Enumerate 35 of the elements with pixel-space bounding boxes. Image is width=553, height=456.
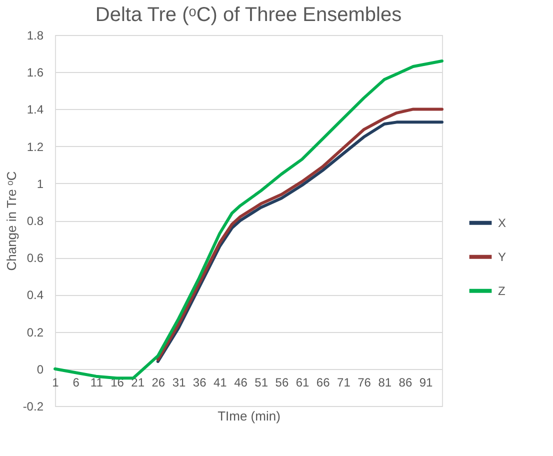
x-tick-label: 56 xyxy=(275,375,289,390)
y-tick-label: -0.2 xyxy=(22,400,44,414)
x-tick-label: 11 xyxy=(90,375,104,390)
x-tick-label: 46 xyxy=(234,375,248,390)
x-tick-label: 31 xyxy=(172,375,186,390)
line-series xyxy=(54,59,444,380)
x-tick-label: 6 xyxy=(72,375,80,390)
legend-label: X xyxy=(498,216,506,230)
y-tick-label: 0.6 xyxy=(26,251,44,266)
y-tick-label: 0 xyxy=(36,362,44,376)
x-tick-label: 51 xyxy=(254,375,268,390)
x-tick-label: 26 xyxy=(152,375,166,390)
y-tick-label: 0.4 xyxy=(26,288,44,302)
y-tick-label: 1.4 xyxy=(26,102,44,117)
x-tick-label: 86 xyxy=(398,375,412,390)
y-tick-label: 1.6 xyxy=(26,66,44,80)
x-tick-label: 91 xyxy=(419,375,434,390)
chart-title: Delta Tre (ᵒC) of Three Ensembles xyxy=(95,4,402,26)
y-axis-title: Change in Tre ᵒC xyxy=(4,171,19,271)
x-tick-label: 36 xyxy=(192,375,207,390)
y-tick-label: 1.8 xyxy=(26,28,44,42)
y-tick-label: 1 xyxy=(36,176,44,191)
x-tick-label: 66 xyxy=(316,375,330,390)
y-tick-label: 0.2 xyxy=(26,325,44,340)
x-tick-label: 1 xyxy=(52,375,60,390)
y-tick-label: 0.8 xyxy=(26,214,44,228)
x-tick-label: 71 xyxy=(337,375,351,390)
x-tick-label: 61 xyxy=(296,375,310,390)
x-tick-label: 76 xyxy=(358,375,372,390)
x-axis-title: TIme (min) xyxy=(218,408,280,424)
legend-label: Z xyxy=(498,284,506,298)
y-tick-label: 1.2 xyxy=(26,140,44,154)
legend-label: Y xyxy=(498,250,506,264)
x-tick-label: 41 xyxy=(214,375,228,390)
x-tick-label: 81 xyxy=(378,375,392,390)
